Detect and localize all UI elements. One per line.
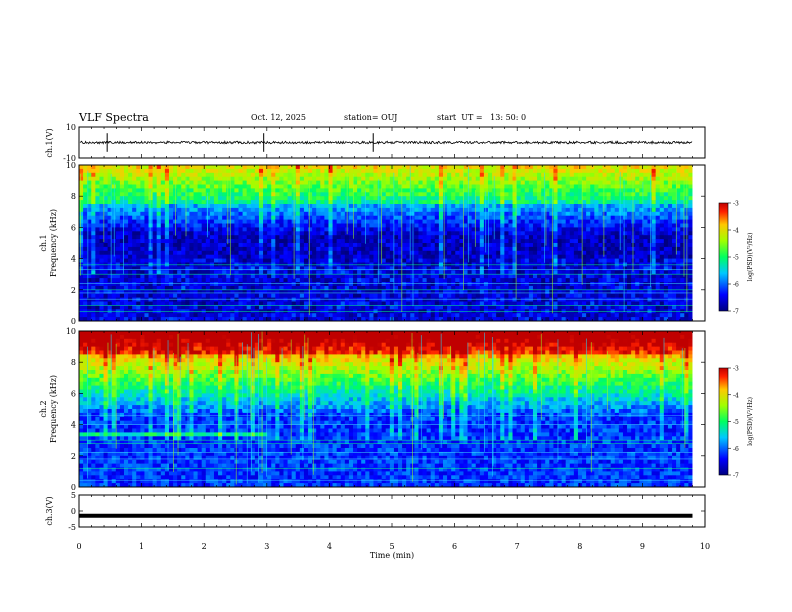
ch1-tick-label: -10 <box>63 154 76 163</box>
ch3-ylabel-line: ch.3(V) <box>45 496 54 525</box>
station-label: station= OUJ <box>344 113 398 122</box>
ch2-cb-label-text: log(PSD)(V²/Hz) <box>747 397 754 446</box>
x-axis-label: Time (min) <box>370 551 414 560</box>
x-tick-label: 8 <box>577 542 582 551</box>
x-tick-label: 2 <box>202 542 207 551</box>
ch2-freq-ylabel: ch.2 Frequency (kHz) <box>39 375 58 443</box>
ch1-waveform-trace <box>79 140 693 145</box>
ch1-freq-tick-label: 0 <box>71 317 76 326</box>
ch1-cb-tick-label: -7 <box>733 309 739 316</box>
ch3-tick-label: 5 <box>71 491 76 500</box>
ch1-tick-label: 10 <box>66 123 76 132</box>
ch1-freq-ylabel-line: ch.1 <box>39 234 48 251</box>
ch2-freq-tick-label: 10 <box>66 327 76 336</box>
ch2-freq-tick-label: 0 <box>71 483 76 492</box>
ch2-cb-tick-label: -5 <box>733 419 739 426</box>
ch1-cb-label-text: log(PSD)(V²/Hz) <box>747 233 754 282</box>
ch1-freq-ylabel: ch.1 Frequency (kHz) <box>39 209 58 277</box>
ch1-ylabel: ch.1(V) <box>45 128 54 157</box>
figure-title: VLF Spectra <box>79 111 149 124</box>
ch3-ylabel: ch.3(V) <box>45 496 54 525</box>
ch1-colorbar <box>718 202 729 312</box>
x-tick-label: 7 <box>515 542 520 551</box>
ch1-freq-tick-label: 8 <box>71 192 76 201</box>
ch1-cb-tick-label: -6 <box>733 282 739 289</box>
ch2-freq-tick-label: 4 <box>71 421 76 430</box>
ch1-cb-tick-label: -3 <box>733 201 739 208</box>
ch1-cb-label: log(PSD)(V²/Hz) <box>747 233 754 282</box>
ch2-colorbar <box>718 367 729 476</box>
spectrogram-ch2 <box>79 331 705 488</box>
ch2-freq-ylabel-line: Frequency (kHz) <box>49 375 58 443</box>
ch1-freq-tick-label: 4 <box>71 255 76 264</box>
start-time-label: start UT = 13: 50: 0 <box>437 113 527 122</box>
ch2-freq-ylabel-line: ch.2 <box>39 400 48 417</box>
x-tick-label: 1 <box>139 542 144 551</box>
ch2-cb-tick-label: -4 <box>733 392 739 399</box>
panel-frame <box>78 494 706 528</box>
ch2-freq-tick-label: 2 <box>71 452 76 461</box>
ch2-cb-tick-label: -3 <box>733 366 739 373</box>
ch3-tick-label: 0 <box>71 507 76 516</box>
x-tick-label: 9 <box>640 542 645 551</box>
panels-layer <box>79 133 705 518</box>
ch3-tick-label: -5 <box>68 523 76 532</box>
ch1-freq-tick-label: 10 <box>66 161 76 170</box>
ch1-ylabel-line: ch.1(V) <box>45 128 54 157</box>
ch1-freq-tick-label: 2 <box>71 286 76 295</box>
x-tick-label: 6 <box>452 542 457 551</box>
ch2-freq-tick-label: 6 <box>71 389 76 398</box>
ch2-cb-label: log(PSD)(V²/Hz) <box>747 397 754 446</box>
spectrogram-ch1 <box>79 165 705 322</box>
ch2-freq-tick-label: 8 <box>71 358 76 367</box>
ch1-cb-tick-label: -5 <box>733 255 739 262</box>
x-tick-label: 4 <box>327 542 332 551</box>
x-tick-label: 3 <box>264 542 269 551</box>
x-tick-label: 10 <box>700 542 710 551</box>
date-label: Oct. 12, 2025 <box>251 113 306 122</box>
ch1-freq-tick-label: 6 <box>71 223 76 232</box>
x-tick-label: 5 <box>389 542 394 551</box>
ch1-cb-tick-label: -4 <box>733 228 739 235</box>
ch1-freq-ylabel-line: Frequency (kHz) <box>49 209 58 277</box>
ch2-cb-tick-label: -7 <box>733 473 739 480</box>
ch2-cb-tick-label: -6 <box>733 446 739 453</box>
x-tick-label: 0 <box>76 542 81 551</box>
